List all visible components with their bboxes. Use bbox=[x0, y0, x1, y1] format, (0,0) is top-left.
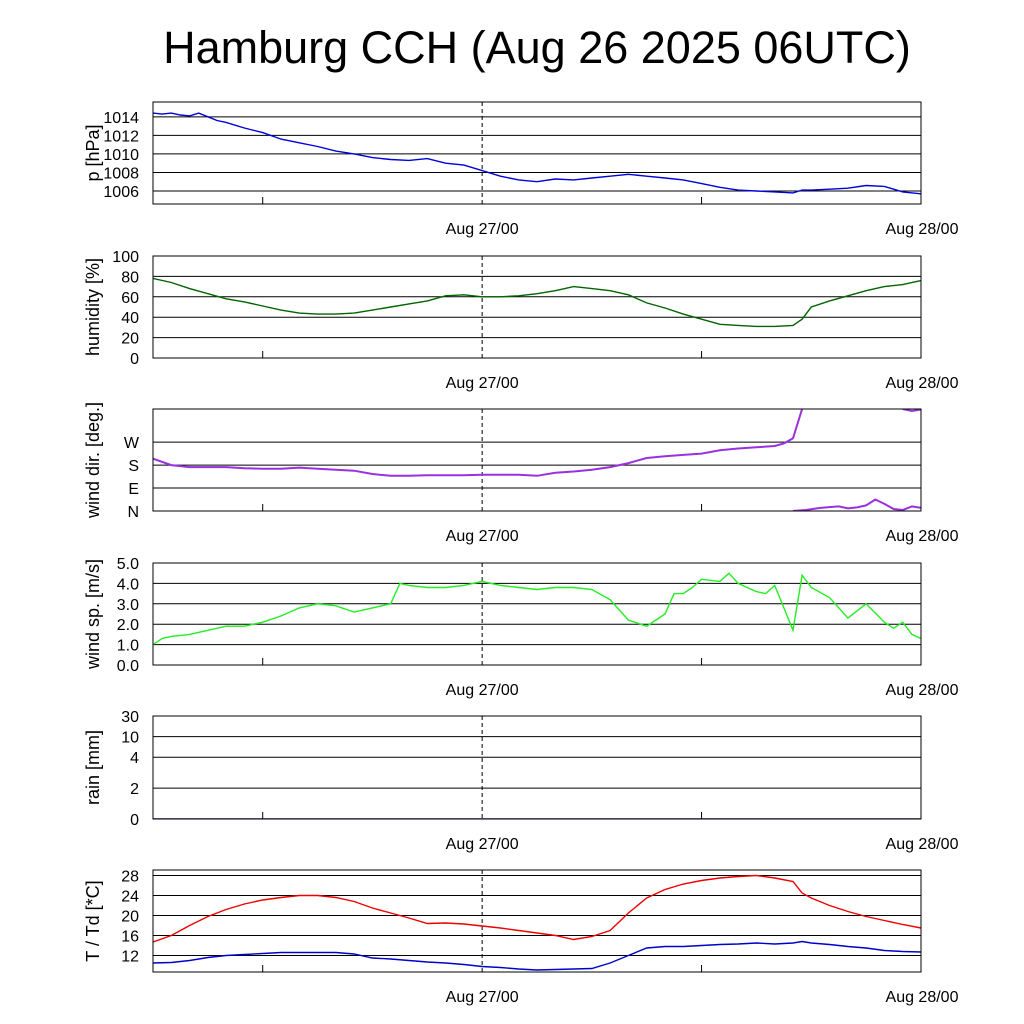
chart-title: Hamburg CCH (Aug 26 2025 06UTC) bbox=[163, 22, 911, 73]
wind-direction-series-line-1 bbox=[792, 498, 921, 511]
temperature-ytick-label: 24 bbox=[121, 889, 139, 906]
temperature-ytick-label: 16 bbox=[121, 929, 139, 946]
pressure-xtick-label: Aug 28/00 bbox=[886, 221, 959, 238]
temperature-dewpoint-panel: 12 16 20 24 28 Aug 27/00 Aug 28/00 T / Td [*C] bbox=[83, 869, 959, 1007]
wind-speed-panel: 0.0 1.0 2.0 3.0 4.0 5.0 Aug 27/00 Aug 28/00 wind… bbox=[83, 556, 959, 699]
pressure-ytick-label: 1012 bbox=[103, 128, 139, 145]
wind-direction-ytick-label: E bbox=[128, 481, 139, 498]
rain-xtick-label: Aug 27/00 bbox=[446, 836, 519, 853]
humidity-ytick-label: 80 bbox=[121, 269, 139, 286]
wind-direction-ytick-label: W bbox=[124, 435, 140, 452]
humidity-ytick-label: 40 bbox=[121, 310, 139, 327]
wind-direction-plot-frame bbox=[152, 408, 922, 512]
rain-xtick-label: Aug 28/00 bbox=[886, 836, 959, 853]
wind-speed-axis-label: wind sp. [m/s] bbox=[83, 559, 103, 670]
wind-direction-series-line-0 bbox=[153, 409, 804, 477]
rain-ytick-label: 4 bbox=[130, 750, 139, 767]
temperature-series-line-1 bbox=[153, 940, 921, 971]
pressure-plot-frame bbox=[152, 101, 922, 205]
pressure-ytick-label: 1010 bbox=[103, 147, 139, 164]
wind-direction-ytick-label: N bbox=[127, 504, 139, 521]
rain-ytick-label: 2 bbox=[130, 781, 139, 798]
humidity-xtick-label: Aug 27/00 bbox=[446, 375, 519, 392]
pressure-series-line-0 bbox=[153, 112, 921, 195]
wind-speed-plot-frame bbox=[152, 562, 922, 666]
pressure-ytick-label: 1008 bbox=[103, 165, 139, 182]
rain-ytick-label: 30 bbox=[121, 709, 139, 726]
temperature-xtick-label: Aug 28/00 bbox=[886, 989, 959, 1006]
wind-direction-axis-label: wind dir. [deg.] bbox=[83, 402, 103, 519]
wind-speed-ytick-label: 2.0 bbox=[117, 617, 139, 634]
wind-speed-ytick-label: 1.0 bbox=[117, 638, 139, 655]
wind-speed-xtick-label: Aug 27/00 bbox=[446, 682, 519, 699]
wind-speed-ytick-label: 5.0 bbox=[117, 556, 139, 573]
wind-direction-series-line-2 bbox=[902, 409, 921, 413]
rain-ytick-label: 10 bbox=[121, 730, 139, 747]
humidity-ytick-label: 100 bbox=[112, 249, 139, 266]
wind-direction-xtick-label: Aug 28/00 bbox=[886, 528, 959, 545]
pressure-axis-label: p [hPa] bbox=[83, 124, 103, 181]
wind-direction-ytick-label: S bbox=[128, 458, 139, 475]
rain-plot-frame bbox=[152, 715, 922, 820]
wind-speed-series-line-0 bbox=[153, 572, 921, 646]
wind-direction-xtick-label: Aug 27/00 bbox=[446, 528, 519, 545]
humidity-series-line-0 bbox=[153, 277, 921, 328]
temperature-xtick-label: Aug 27/00 bbox=[446, 989, 519, 1006]
temperature-ytick-label: 28 bbox=[121, 869, 139, 886]
wind-speed-ytick-label: 3.0 bbox=[117, 597, 139, 614]
humidity-axis-label: humidity [%] bbox=[83, 258, 103, 356]
rain-panel: 0 2 4 10 30 Aug 27/00 Aug 28/00 rain [mm] bbox=[83, 709, 959, 853]
pressure-ytick-label: 1014 bbox=[103, 110, 139, 127]
wind-speed-xtick-label: Aug 28/00 bbox=[886, 682, 959, 699]
rain-axis-label: rain [mm] bbox=[83, 730, 103, 805]
temperature-ytick-label: 20 bbox=[121, 909, 139, 926]
pressure-ytick-label: 1006 bbox=[103, 184, 139, 201]
humidity-ytick-label: 20 bbox=[121, 331, 139, 348]
temperature-ytick-label: 12 bbox=[121, 949, 139, 966]
humidity-xtick-label: Aug 28/00 bbox=[886, 375, 959, 392]
humidity-panel: 0 20 40 60 80 100 Aug 27/00 Aug 28/00 humidity [… bbox=[83, 249, 959, 392]
temperature-axis-label: T / Td [*C] bbox=[83, 880, 103, 961]
temperature-plot-frame bbox=[152, 869, 922, 973]
pressure-xtick-label: Aug 27/00 bbox=[446, 221, 519, 238]
humidity-ytick-label: 60 bbox=[121, 290, 139, 307]
rain-ytick-label: 0 bbox=[130, 812, 139, 829]
temperature-series-line-0 bbox=[153, 874, 921, 943]
humidity-ytick-label: 0 bbox=[130, 351, 139, 368]
wind-speed-ytick-label: 4.0 bbox=[117, 576, 139, 593]
wind-speed-ytick-label: 0.0 bbox=[117, 658, 139, 675]
humidity-plot-frame bbox=[152, 255, 922, 359]
